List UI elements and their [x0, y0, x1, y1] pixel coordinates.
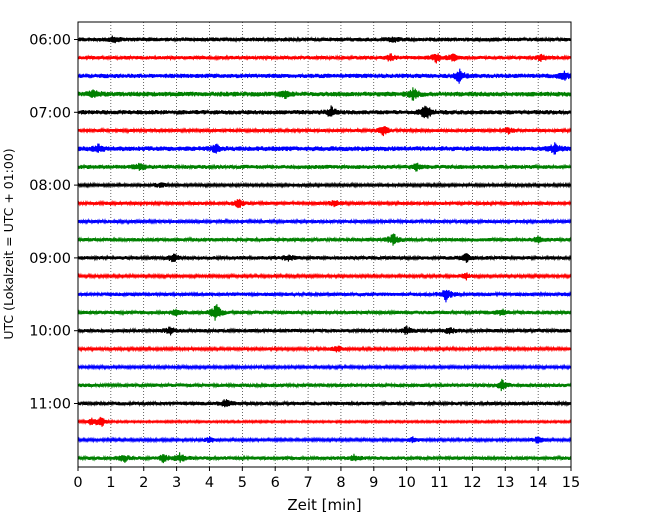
- seismic-trace: [77, 181, 572, 189]
- seismic-trace: [77, 378, 572, 392]
- seismic-trace: [77, 399, 572, 408]
- x-tick-label: 9: [369, 475, 378, 491]
- seismic-trace: [77, 452, 572, 464]
- seismic-trace: [77, 304, 572, 321]
- seismic-trace: [77, 416, 572, 427]
- x-tick-label: 2: [139, 475, 148, 491]
- seismic-trace: [77, 198, 572, 209]
- seismic-trace: [77, 233, 572, 246]
- x-tick-label: 4: [205, 475, 214, 491]
- y-axis: 06:00 07:00 08:00 09:00 10:00 11:00: [29, 33, 78, 413]
- seismic-trace: [77, 363, 572, 371]
- x-tick-label: 12: [463, 475, 481, 491]
- seismic-trace: [77, 217, 572, 226]
- seismic-trace: [77, 35, 572, 44]
- plot-frame: [77, 21, 572, 468]
- y-tick-label: 08:00: [29, 178, 71, 194]
- seismic-trace: [77, 105, 572, 119]
- seismic-trace: [77, 272, 572, 281]
- x-axis-label: Zeit [min]: [287, 496, 361, 514]
- seismic-trace: [77, 289, 572, 303]
- x-tick-label: 6: [271, 475, 280, 491]
- y-tick-label: 07:00: [29, 105, 71, 121]
- seismic-trace: [77, 126, 572, 137]
- x-tick-label: 0: [73, 475, 82, 491]
- trace-layer: [77, 35, 572, 464]
- grid-layer: [110, 22, 539, 467]
- seismic-trace: [77, 325, 572, 336]
- x-tick-label: 13: [496, 475, 514, 491]
- x-tick-label: 1: [106, 475, 115, 491]
- x-tick-label: 3: [172, 475, 181, 491]
- x-tick-label: 15: [562, 475, 580, 491]
- seismic-trace: [77, 87, 572, 101]
- x-axis: 0 1 2 3 4 5 6 7 8 9 10 11 12 13 14 15: [73, 467, 580, 491]
- x-tick-label: 10: [397, 475, 415, 491]
- seismic-trace: [77, 53, 572, 64]
- x-tick-label: 11: [430, 475, 448, 491]
- seismic-trace: [77, 436, 572, 444]
- seismic-trace: [77, 162, 572, 172]
- y-tick-label: 10:00: [29, 324, 71, 340]
- y-tick-label: 09:00: [29, 251, 71, 267]
- seismic-trace: [77, 68, 572, 84]
- y-tick-label: 11:00: [29, 397, 71, 413]
- seismic-trace: [77, 253, 572, 263]
- y-axis-label: UTC (Lokalzeit = UTC + 01:00): [1, 148, 16, 339]
- x-tick-label: 7: [303, 475, 312, 491]
- x-tick-label: 5: [238, 475, 247, 491]
- y-tick-label: 06:00: [29, 33, 71, 49]
- x-tick-label: 14: [529, 475, 547, 491]
- seismic-trace: [77, 142, 572, 155]
- seismic-trace: [77, 345, 572, 353]
- x-tick-label: 8: [336, 475, 345, 491]
